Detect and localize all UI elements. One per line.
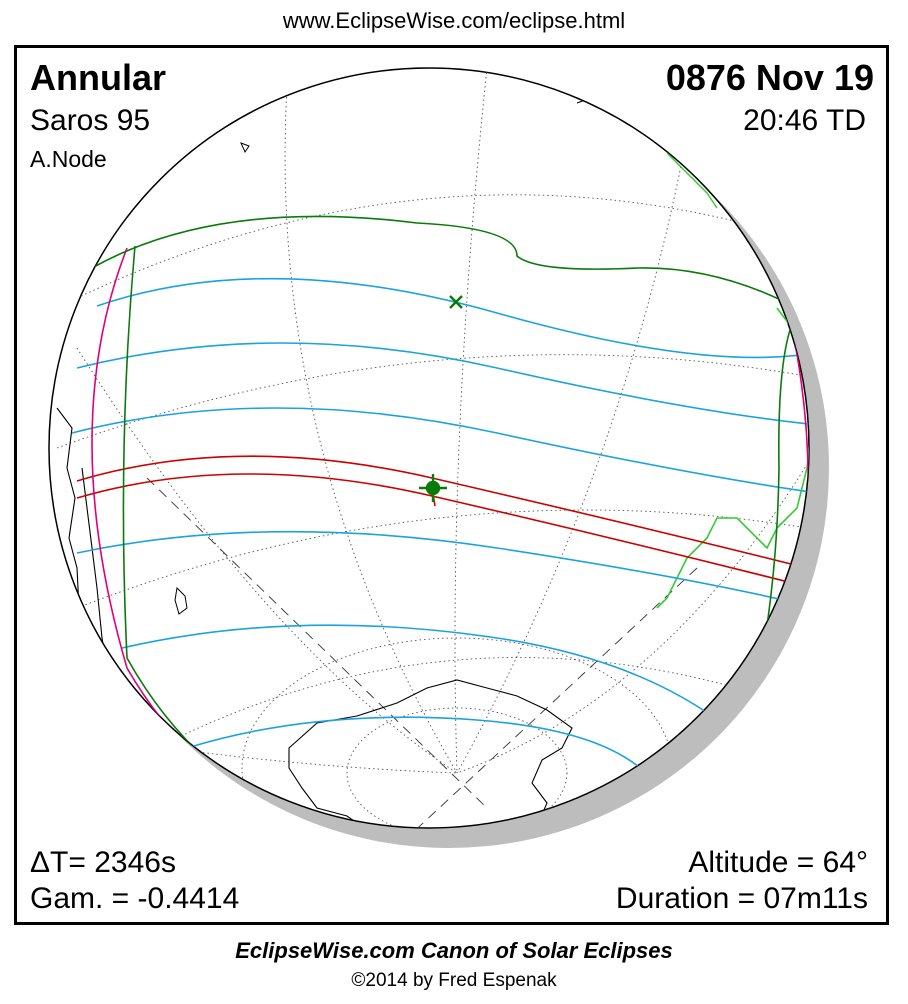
saros-number: Saros 95 xyxy=(30,104,151,137)
shadow-axis-lines xyxy=(146,477,698,828)
eclipse-time: 20:46 TD xyxy=(743,104,866,137)
canon-title: EclipseWise.com Canon of Solar Eclipses xyxy=(235,938,673,963)
new-zealand-outline xyxy=(656,307,809,609)
eclipse-type: Annular xyxy=(30,57,167,98)
orbital-node: A.Node xyxy=(30,146,107,172)
eclipse-date: 0876 Nov 19 xyxy=(665,57,874,98)
island-outline xyxy=(240,142,250,154)
copyright: ©2014 by Fred Espenak xyxy=(351,970,557,991)
sun-altitude: Altitude = 64° xyxy=(688,846,868,879)
globe-disk xyxy=(48,67,810,829)
central-duration: Duration = 07m11s xyxy=(615,882,868,915)
island-outline xyxy=(174,586,188,615)
subsolar-marker xyxy=(449,295,463,309)
source-url: www.EclipseWise.com/eclipse.html xyxy=(282,8,626,33)
gamma: Gam. = -0.4414 xyxy=(30,882,240,915)
eclipse-map-frame: Annular 0876 Nov 19 Saros 95 20:46 TD A.… xyxy=(14,45,889,925)
greatest-eclipse-marker xyxy=(419,474,447,502)
delta-t: ΔT= 2346s xyxy=(30,846,176,879)
globe-map xyxy=(48,67,829,848)
